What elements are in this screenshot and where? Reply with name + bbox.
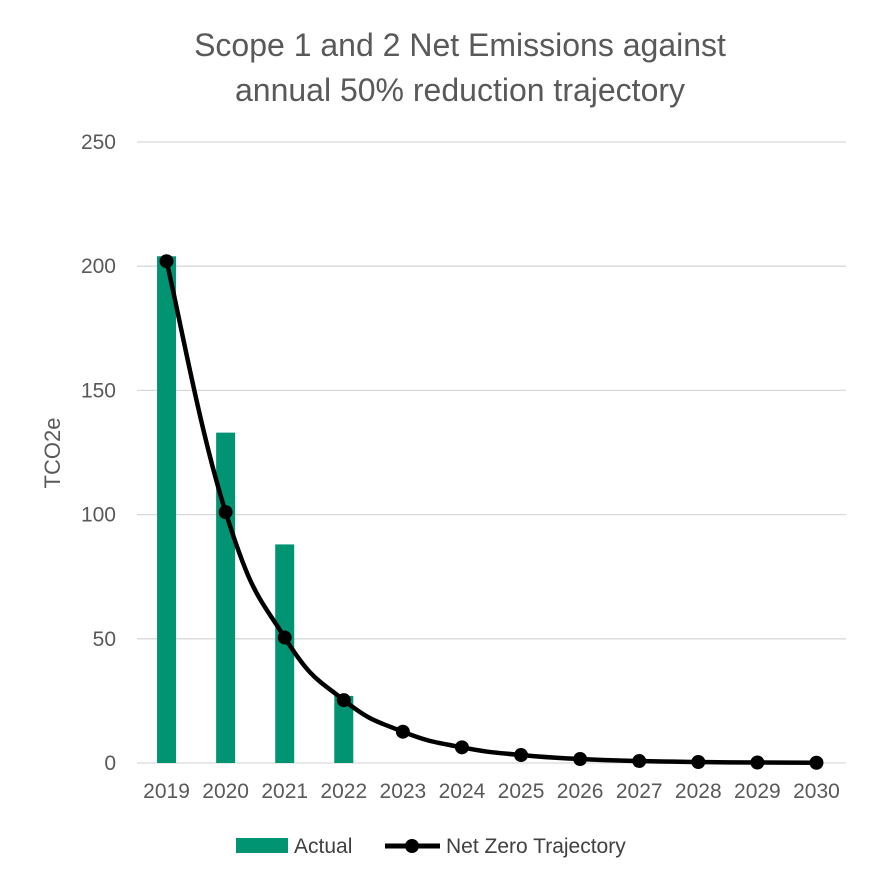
legend-swatch-actual <box>236 838 288 853</box>
trajectory-point-2025 <box>514 748 529 763</box>
x-tick-label-2019: 2019 <box>143 780 190 803</box>
trajectory-point-2020 <box>218 505 233 520</box>
x-tick-label-2028: 2028 <box>675 780 722 803</box>
x-tick-label-2023: 2023 <box>380 780 427 803</box>
bar-actual-2019 <box>157 256 177 763</box>
line-series-net-zero-trajectory <box>159 254 824 770</box>
x-tick-label-2022: 2022 <box>320 780 367 803</box>
y-axis-label: TCO2e <box>40 418 65 489</box>
bar-actual-2021 <box>275 544 295 763</box>
bar-actual-2022 <box>334 695 354 763</box>
legend-swatch-net-zero-marker <box>405 839 419 853</box>
chart-title-line-2: annual 50% reduction trajectory <box>235 72 685 108</box>
x-tick-label-2025: 2025 <box>498 780 545 803</box>
trajectory-point-2029 <box>750 755 765 770</box>
trajectory-point-2028 <box>691 755 706 770</box>
trajectory-line <box>164 260 817 766</box>
trajectory-point-2019 <box>159 254 174 269</box>
x-tick-label-2020: 2020 <box>202 780 249 803</box>
x-tick-label-2021: 2021 <box>261 780 308 803</box>
y-tick-label-200: 200 <box>81 255 116 278</box>
y-tick-label-150: 150 <box>81 379 116 402</box>
gridlines <box>137 141 846 764</box>
legend-label-net-zero-trajectory: Net Zero Trajectory <box>446 835 626 858</box>
y-tick-label-0: 0 <box>104 752 116 775</box>
x-tick-label-2026: 2026 <box>557 780 604 803</box>
x-tick-label-2030: 2030 <box>793 780 840 803</box>
x-tick-label-2027: 2027 <box>616 780 663 803</box>
x-axis-ticks: 2019 2020 2021 2022 2023 2024 2025 2026 2027 2028… <box>143 780 840 803</box>
x-tick-label-2029: 2029 <box>734 780 781 803</box>
trajectory-point-2026 <box>573 752 588 767</box>
legend: Actual Net Zero Trajectory <box>236 835 626 858</box>
x-tick-label-2024: 2024 <box>439 780 486 803</box>
trajectory-point-2027 <box>632 754 647 769</box>
y-tick-label-250: 250 <box>81 131 116 154</box>
trajectory-point-2030 <box>809 755 824 770</box>
trajectory-point-2021 <box>277 630 292 645</box>
trajectory-point-2024 <box>454 740 469 755</box>
y-axis-ticks: 0 50 100 150 200 250 <box>81 131 116 775</box>
chart-title: Scope 1 and 2 Net Emissions against annu… <box>194 27 726 108</box>
trajectory-point-2023 <box>395 724 410 739</box>
chart-title-line-1: Scope 1 and 2 Net Emissions against <box>194 27 726 63</box>
legend-label-actual: Actual <box>294 835 352 858</box>
y-tick-label-50: 50 <box>93 628 116 651</box>
y-tick-label-100: 100 <box>81 504 116 527</box>
trajectory-point-2022 <box>336 693 351 708</box>
